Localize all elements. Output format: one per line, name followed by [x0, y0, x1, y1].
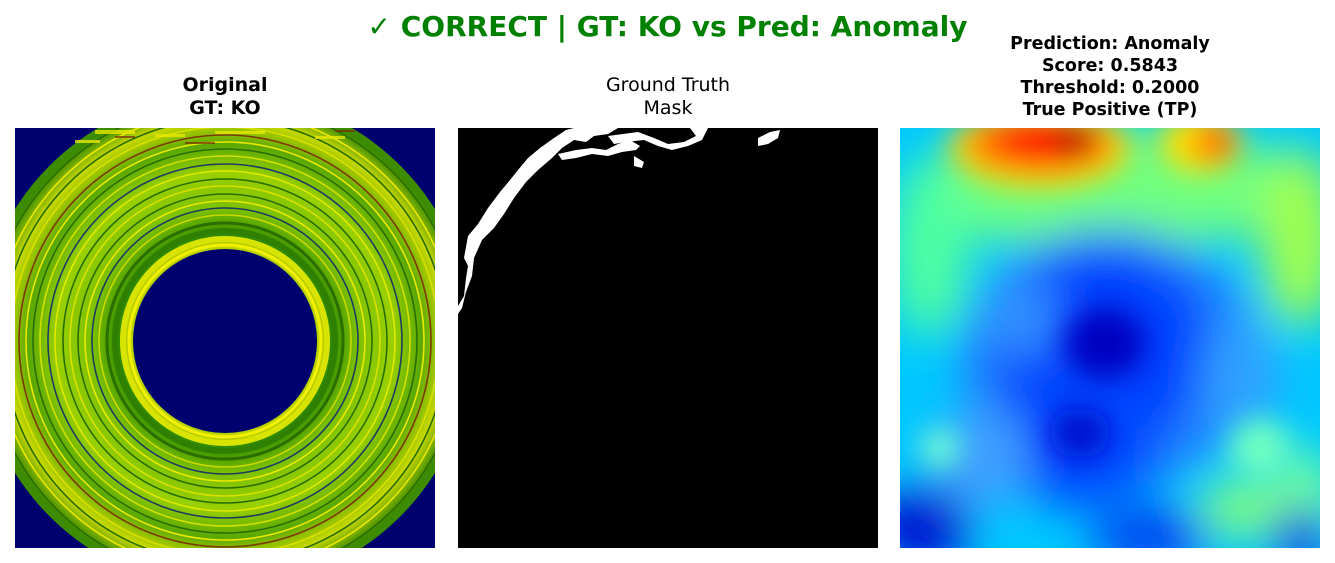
heatmap-svg — [900, 128, 1320, 548]
original-image — [15, 128, 435, 548]
mask-title-line2: Mask — [643, 97, 693, 119]
mask-svg — [458, 128, 878, 548]
prediction-title-line4: True Positive (TP) — [1022, 100, 1198, 120]
prediction-panel-title: Prediction: Anomaly Score: 0.5843 Thresh… — [900, 33, 1320, 121]
defect-region — [458, 128, 618, 314]
figure-title: ✓ CORRECT | GT: KO vs Pred: Anomaly — [367, 10, 968, 43]
original-image-svg — [15, 128, 435, 548]
anomaly-heatmap — [900, 128, 1320, 548]
original-panel-title: Original GT: KO — [15, 74, 435, 120]
original-title-line1: Original — [182, 74, 268, 96]
prediction-title-line3: Threshold: 0.2000 — [1020, 78, 1200, 98]
mask-panel-title: Ground Truth Mask — [458, 74, 878, 120]
prediction-title-line1: Prediction: Anomaly — [1010, 34, 1210, 54]
original-title-line2: GT: KO — [189, 97, 261, 119]
mask-title-line1: Ground Truth — [605, 74, 731, 96]
prediction-title-line2: Score: 0.5843 — [1041, 56, 1179, 76]
ground-truth-mask — [458, 128, 878, 548]
